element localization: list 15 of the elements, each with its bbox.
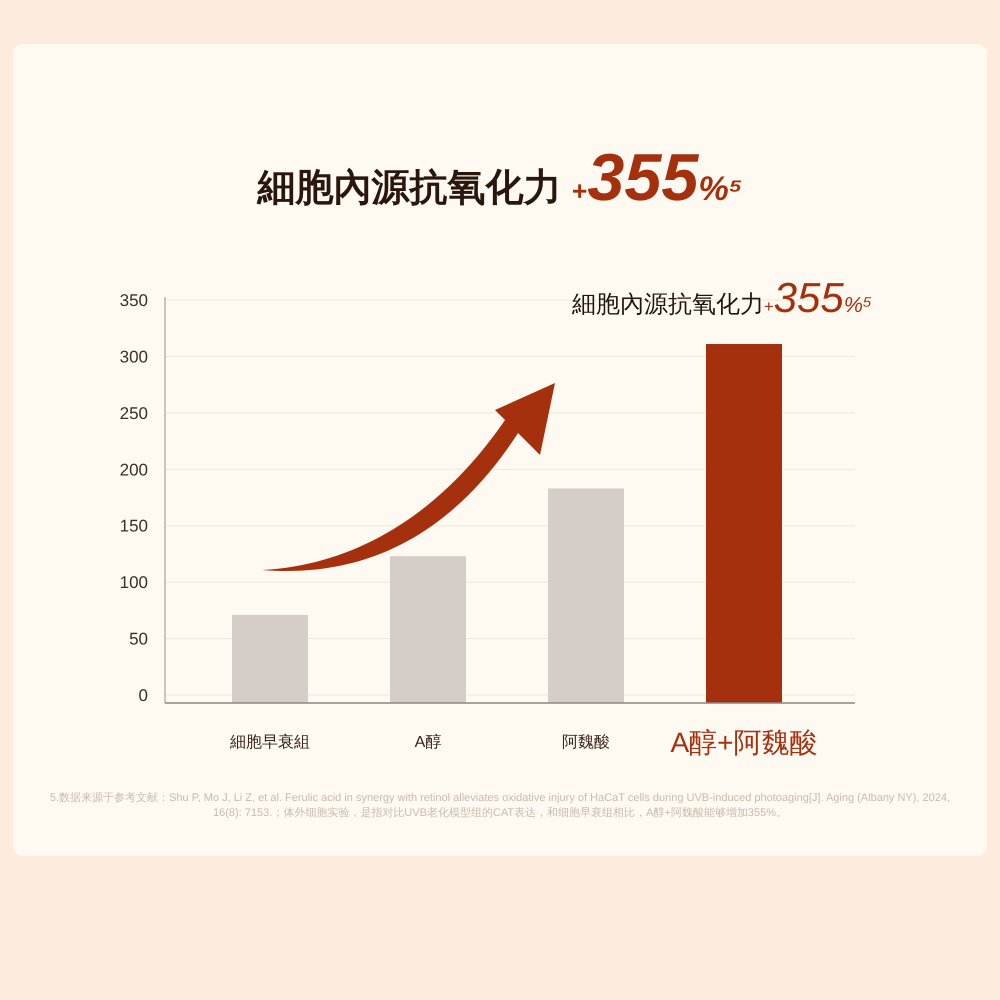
chart-title: 細胞內源抗氧化力 +355%⁵ [256, 141, 743, 215]
x-tick-label: A醇+阿魏酸 [670, 727, 818, 758]
x-tick-label: 阿魏酸 [562, 733, 610, 751]
x-tick-label: 細胞早衰組 [229, 733, 310, 751]
x-tick-label: A醇 [414, 733, 442, 751]
annotation: 細胞內源抗氧化力+355%⁵ [570, 274, 872, 322]
y-tick-label: 250 [120, 404, 148, 423]
text: 5.数据来源于参考文献：Shu P, Mo J, Li Z, et al. Ferulic acid in synergy with retinol alleviates oxidative injury of HaCaT cells during UVB-induced photoaging[J]. Aging (Albany NY), 2024, 16(8): 7153.；体外细胞实验，是指对比UVB老化模型组的CAT表达，和细胞早衰组相比，A醇+阿魏酸能够增加355%。 [48, 791, 952, 821]
y-tick-label: 50 [129, 630, 148, 649]
y-tick-label: 300 [120, 347, 148, 366]
y-tick-label: 150 [120, 516, 148, 536]
y-tick-label: 0 [138, 686, 148, 705]
y-tick-label: 100 [120, 573, 148, 592]
y-tick-label: 350 [120, 291, 148, 310]
y-tick-label: 200 [120, 460, 148, 480]
